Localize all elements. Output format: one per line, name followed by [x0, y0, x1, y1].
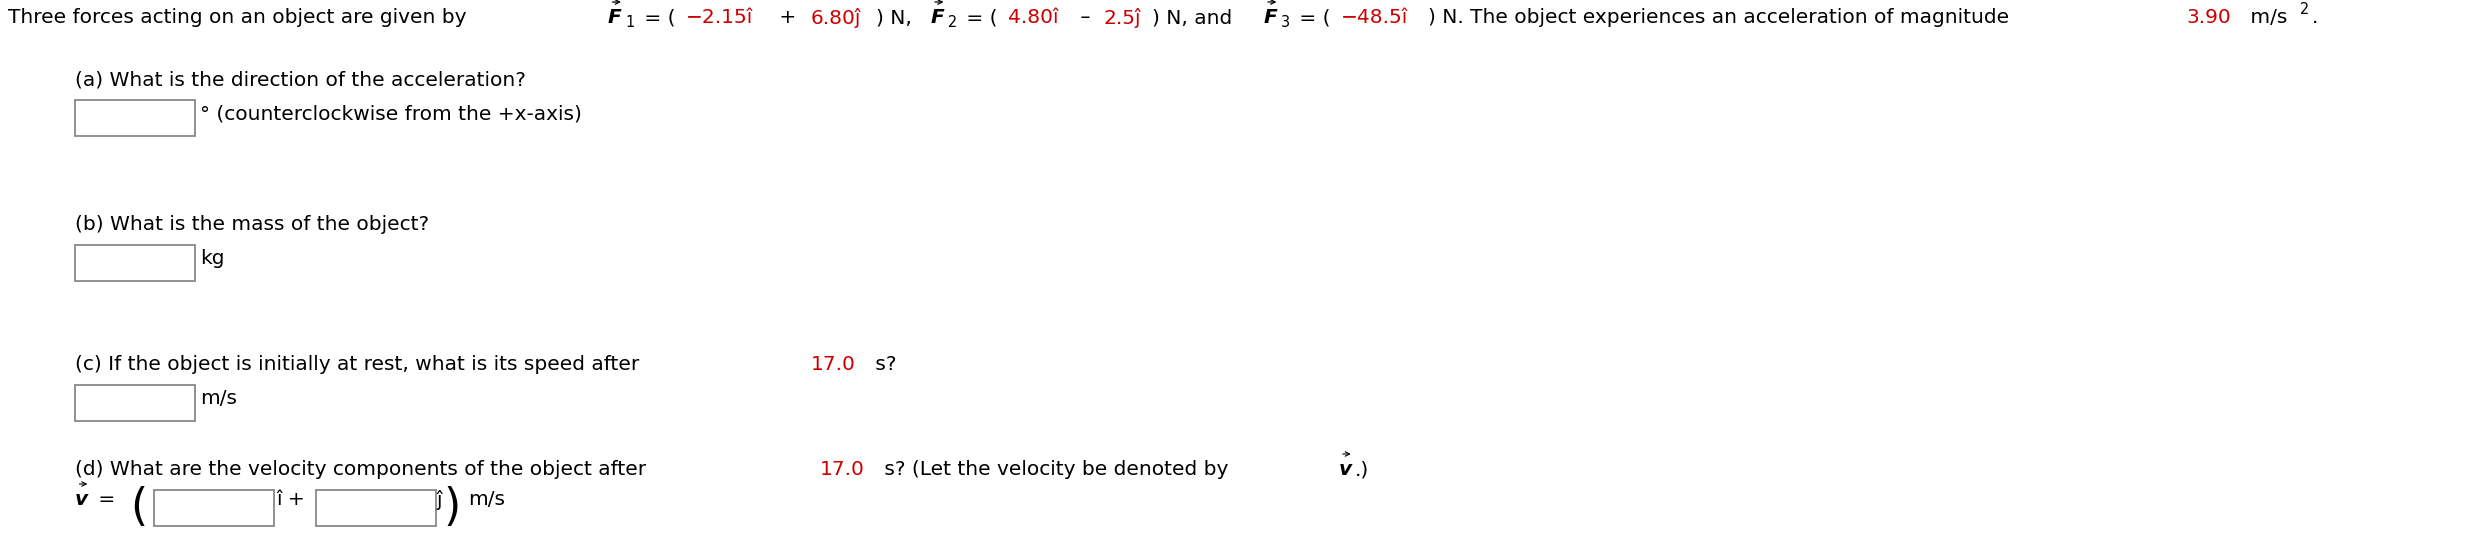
Text: −2.15î: −2.15î	[686, 8, 753, 27]
Text: −48.5î: −48.5î	[1340, 8, 1409, 27]
Text: = (: = (	[1293, 8, 1330, 27]
FancyBboxPatch shape	[74, 100, 195, 136]
Text: s? (Let the velocity be denoted by: s? (Let the velocity be denoted by	[879, 460, 1234, 479]
Text: F: F	[607, 8, 622, 27]
Text: (a) What is the direction of the acceleration?: (a) What is the direction of the acceler…	[74, 70, 526, 89]
Text: 1: 1	[624, 15, 634, 30]
Text: m/s: m/s	[200, 389, 237, 408]
Text: 2: 2	[948, 15, 958, 30]
Text: Three forces acting on an object are given by: Three forces acting on an object are giv…	[7, 8, 474, 27]
Text: ) N,: ) N,	[876, 8, 918, 27]
Text: (: (	[131, 486, 148, 529]
Text: ): )	[444, 486, 462, 529]
FancyBboxPatch shape	[74, 385, 195, 421]
Text: î +: î +	[276, 490, 306, 509]
Text: ° (counterclockwise from the +x-axis): ° (counterclockwise from the +x-axis)	[200, 104, 582, 123]
Text: m/s: m/s	[2243, 8, 2288, 27]
Text: 6.80ĵ: 6.80ĵ	[812, 8, 861, 28]
Text: +: +	[772, 8, 802, 27]
FancyBboxPatch shape	[74, 245, 195, 281]
Text: v: v	[1338, 460, 1352, 479]
Text: 4.80î: 4.80î	[1009, 8, 1059, 27]
Text: s?: s?	[869, 355, 896, 374]
Text: (d) What are the velocity components of the object after: (d) What are the velocity components of …	[74, 460, 652, 479]
Text: m/s: m/s	[469, 490, 506, 509]
Text: 3.90: 3.90	[2187, 8, 2231, 27]
Text: ) N, and: ) N, and	[1153, 8, 1239, 27]
Text: (b) What is the mass of the object?: (b) What is the mass of the object?	[74, 215, 429, 234]
Text: .): .)	[1355, 460, 1370, 479]
Text: 2: 2	[2300, 2, 2310, 17]
Text: 17.0: 17.0	[819, 460, 866, 479]
Text: .: .	[2313, 8, 2317, 27]
Text: F: F	[1264, 8, 1276, 27]
Text: =: =	[91, 490, 121, 509]
Text: = (: = (	[637, 8, 676, 27]
FancyBboxPatch shape	[316, 490, 434, 526]
Text: (c) If the object is initially at rest, what is its speed after: (c) If the object is initially at rest, …	[74, 355, 647, 374]
Text: v: v	[74, 490, 89, 509]
Text: ĵ: ĵ	[437, 490, 442, 510]
Text: 2.5ĵ: 2.5ĵ	[1103, 8, 1140, 28]
Text: –: –	[1074, 8, 1096, 27]
Text: 17.0: 17.0	[812, 355, 856, 374]
Text: = (: = (	[960, 8, 997, 27]
Text: ) N. The object experiences an acceleration of magnitude: ) N. The object experiences an accelerat…	[1429, 8, 2016, 27]
FancyBboxPatch shape	[155, 490, 274, 526]
Text: kg: kg	[200, 249, 225, 268]
Text: F: F	[930, 8, 945, 27]
Text: 3: 3	[1281, 15, 1291, 30]
